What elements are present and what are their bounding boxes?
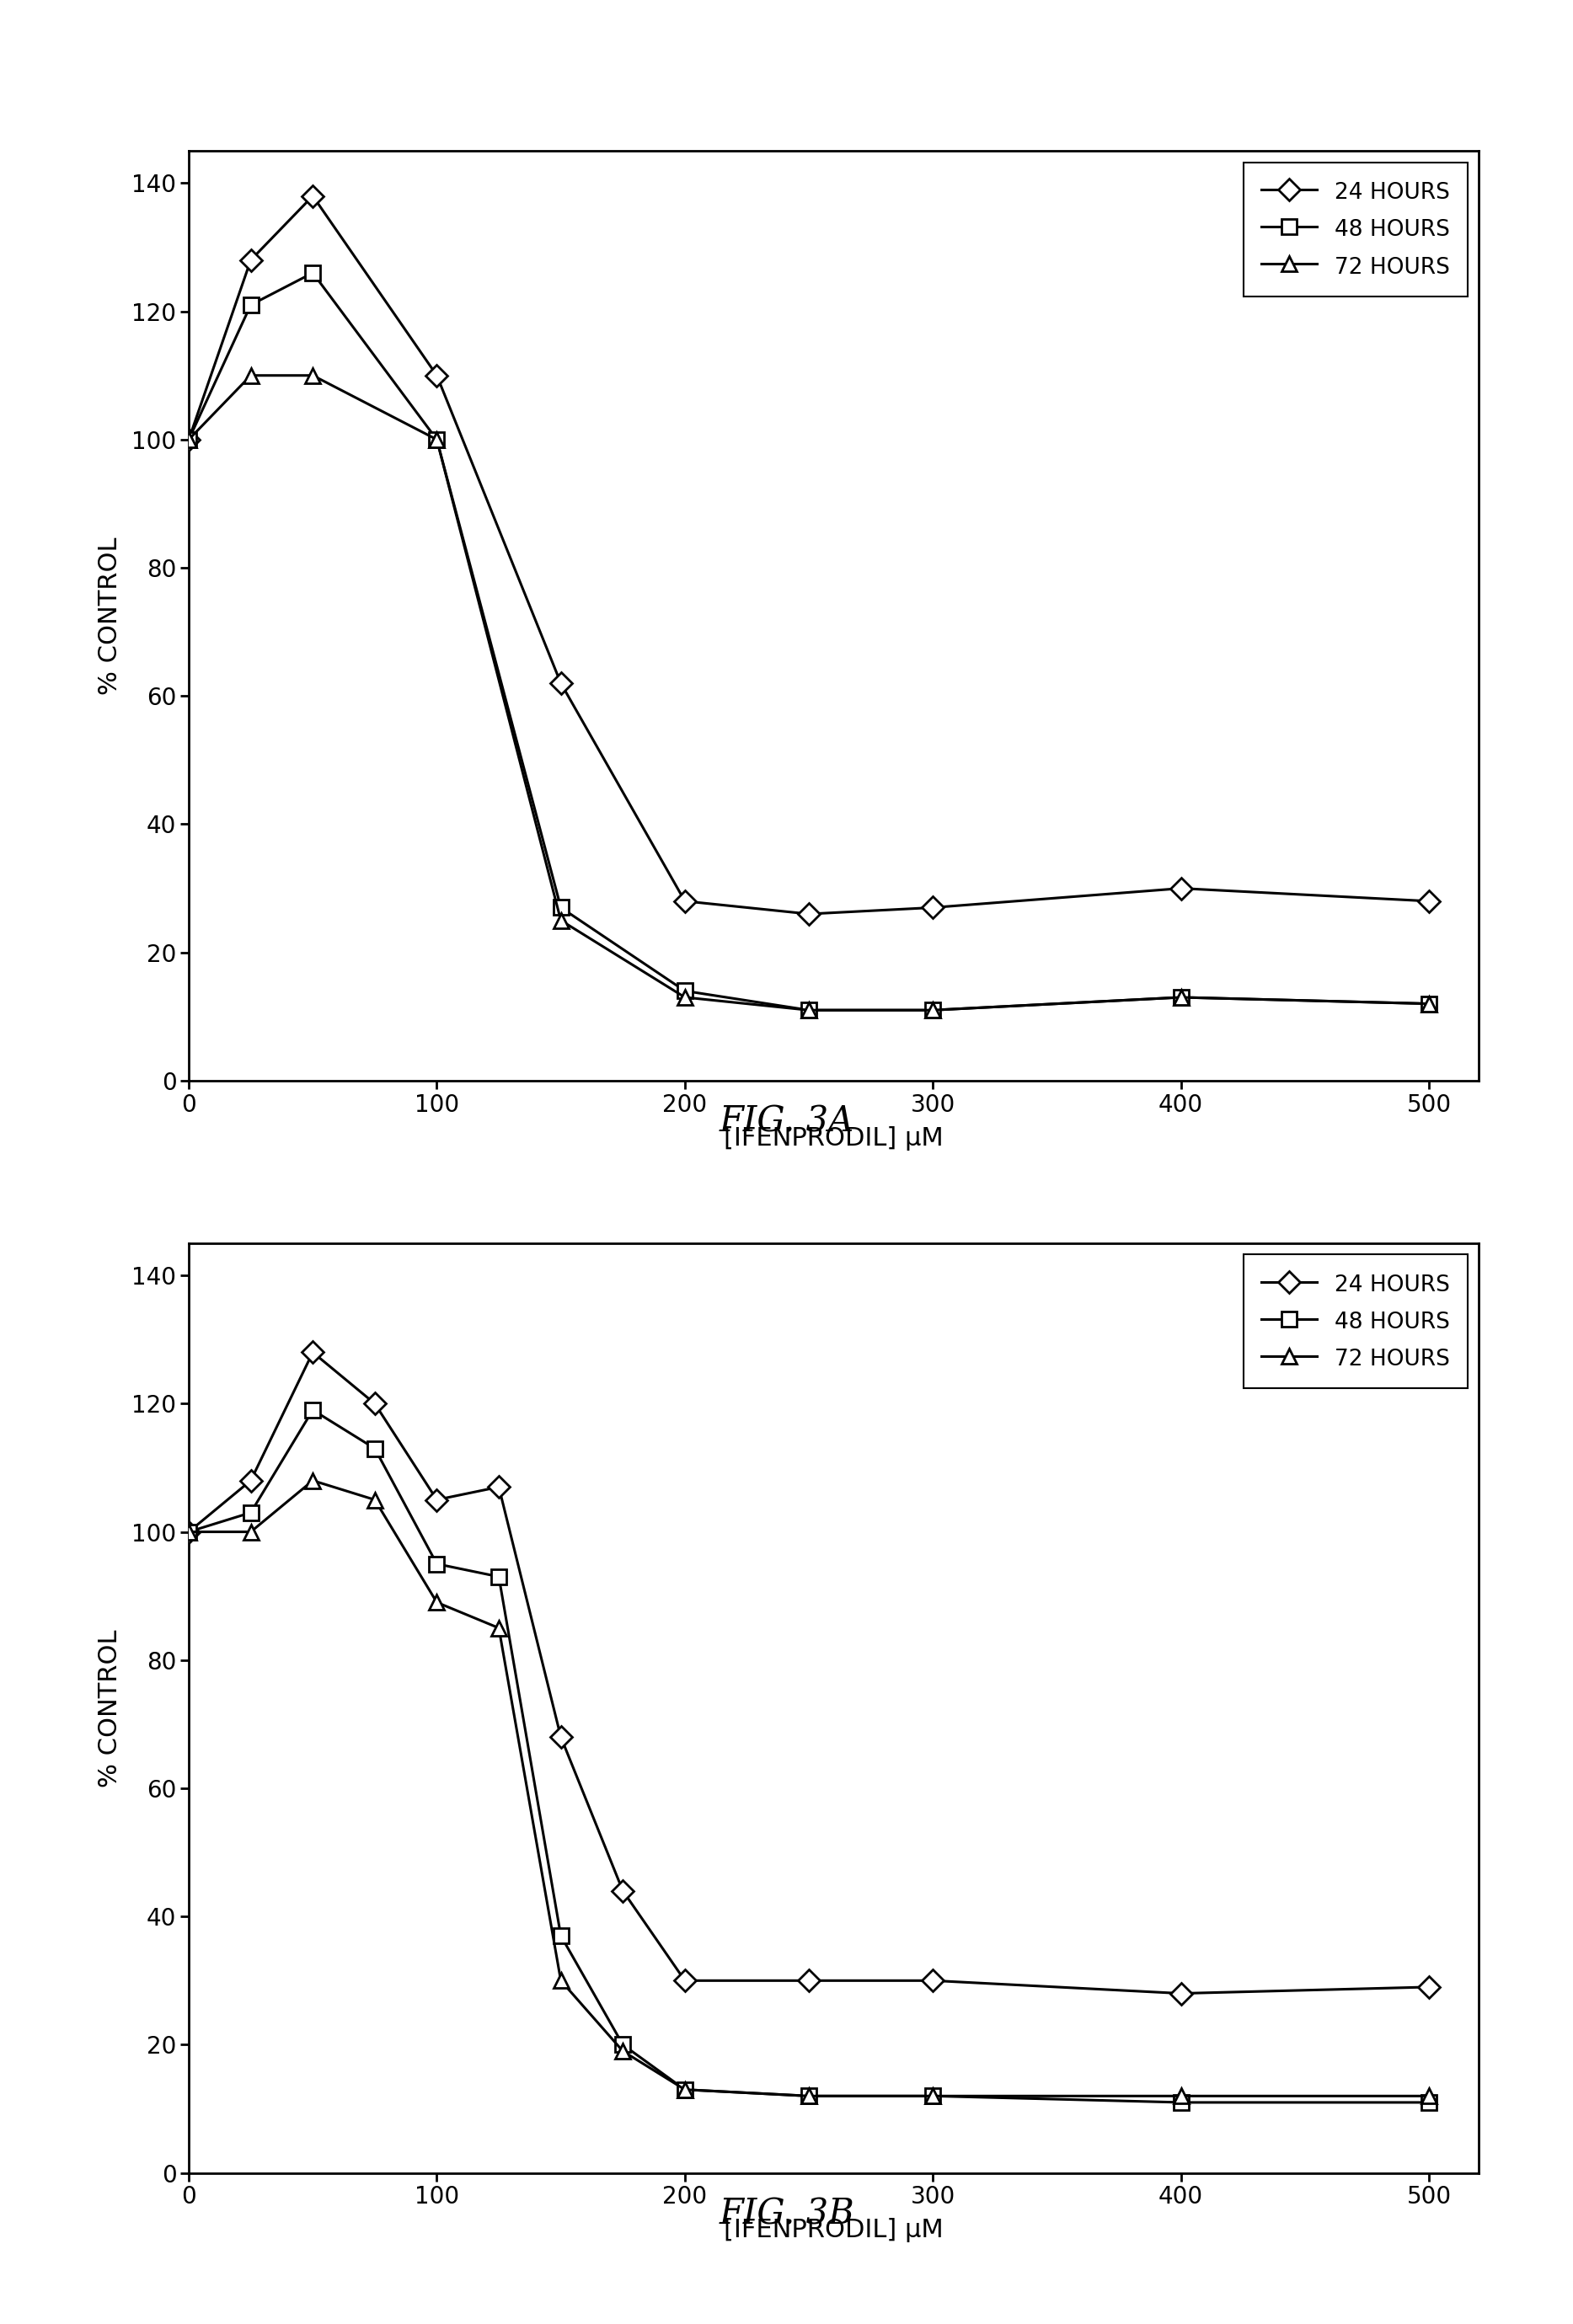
72 HOURS — [675, 2075, 694, 2103]
72 HOURS — [179, 425, 198, 453]
48 HOURS — [428, 425, 447, 453]
24 HOURS — [552, 669, 571, 697]
Line: 48 HOURS: 48 HOURS — [181, 265, 1436, 1018]
48 HOURS — [304, 1397, 322, 1425]
24 HOURS — [428, 1485, 447, 1513]
72 HOURS — [428, 425, 447, 453]
Line: 72 HOURS: 72 HOURS — [181, 1473, 1436, 2103]
72 HOURS — [799, 997, 818, 1025]
24 HOURS — [489, 1473, 508, 1501]
24 HOURS — [923, 1966, 942, 1994]
48 HOURS — [675, 976, 694, 1004]
Y-axis label: % CONTROL: % CONTROL — [98, 1629, 123, 1787]
Line: 24 HOURS: 24 HOURS — [181, 188, 1436, 923]
72 HOURS — [552, 1966, 571, 1994]
72 HOURS — [179, 1518, 198, 1545]
72 HOURS — [923, 997, 942, 1025]
Text: FIG. 3B: FIG. 3B — [719, 2196, 854, 2231]
48 HOURS — [489, 1562, 508, 1590]
24 HOURS — [304, 181, 322, 209]
48 HOURS — [304, 258, 322, 286]
72 HOURS — [675, 983, 694, 1011]
24 HOURS — [799, 899, 818, 927]
48 HOURS — [552, 895, 571, 923]
48 HOURS — [1172, 2089, 1191, 2117]
24 HOURS — [241, 1466, 260, 1494]
24 HOURS — [613, 1878, 632, 1906]
24 HOURS — [179, 1518, 198, 1545]
72 HOURS — [304, 363, 322, 390]
24 HOURS — [179, 425, 198, 453]
72 HOURS — [552, 906, 571, 934]
72 HOURS — [241, 363, 260, 390]
Line: 24 HOURS: 24 HOURS — [181, 1346, 1436, 2001]
Legend: 24 HOURS, 48 HOURS, 72 HOURS: 24 HOURS, 48 HOURS, 72 HOURS — [1243, 1255, 1468, 1387]
48 HOURS — [675, 2075, 694, 2103]
72 HOURS — [489, 1615, 508, 1643]
Y-axis label: % CONTROL: % CONTROL — [98, 537, 123, 695]
48 HOURS — [799, 2082, 818, 2110]
48 HOURS — [179, 1518, 198, 1545]
24 HOURS — [1419, 1973, 1438, 2001]
48 HOURS — [1172, 983, 1191, 1011]
48 HOURS — [552, 1922, 571, 1950]
X-axis label: [IFENPRODIL] μM: [IFENPRODIL] μM — [724, 1125, 944, 1150]
72 HOURS — [1172, 983, 1191, 1011]
48 HOURS — [923, 2082, 942, 2110]
72 HOURS — [613, 2038, 632, 2066]
48 HOURS — [179, 425, 198, 453]
24 HOURS — [923, 895, 942, 923]
Line: 48 HOURS: 48 HOURS — [181, 1401, 1436, 2110]
24 HOURS — [1419, 888, 1438, 916]
24 HOURS — [1172, 874, 1191, 902]
48 HOURS — [613, 2031, 632, 2059]
48 HOURS — [799, 997, 818, 1025]
48 HOURS — [241, 1499, 260, 1527]
24 HOURS — [675, 888, 694, 916]
X-axis label: [IFENPRODIL] μM: [IFENPRODIL] μM — [724, 2217, 944, 2243]
24 HOURS — [552, 1722, 571, 1750]
24 HOURS — [1172, 1980, 1191, 2008]
24 HOURS — [365, 1390, 384, 1418]
72 HOURS — [799, 2082, 818, 2110]
Text: FIG. 3A: FIG. 3A — [719, 1104, 854, 1139]
72 HOURS — [1419, 2082, 1438, 2110]
48 HOURS — [1419, 990, 1438, 1018]
72 HOURS — [1419, 990, 1438, 1018]
72 HOURS — [1172, 2082, 1191, 2110]
72 HOURS — [365, 1485, 384, 1513]
72 HOURS — [428, 1587, 447, 1615]
48 HOURS — [923, 997, 942, 1025]
48 HOURS — [241, 290, 260, 318]
Legend: 24 HOURS, 48 HOURS, 72 HOURS: 24 HOURS, 48 HOURS, 72 HOURS — [1243, 163, 1468, 295]
24 HOURS — [675, 1966, 694, 1994]
24 HOURS — [428, 363, 447, 390]
48 HOURS — [428, 1550, 447, 1578]
72 HOURS — [241, 1518, 260, 1545]
Line: 72 HOURS: 72 HOURS — [181, 367, 1436, 1018]
72 HOURS — [923, 2082, 942, 2110]
24 HOURS — [241, 246, 260, 274]
48 HOURS — [365, 1434, 384, 1462]
24 HOURS — [304, 1339, 322, 1367]
48 HOURS — [1419, 2089, 1438, 2117]
24 HOURS — [799, 1966, 818, 1994]
72 HOURS — [304, 1466, 322, 1494]
